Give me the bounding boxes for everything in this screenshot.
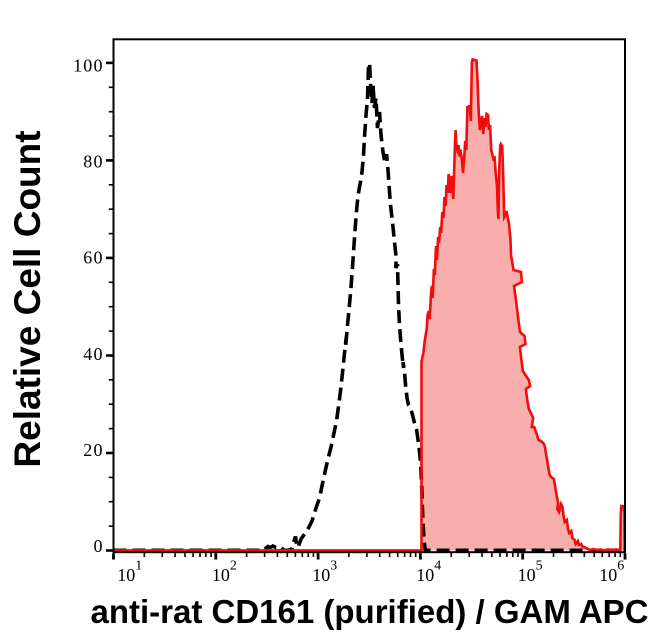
svg-text:80: 80 xyxy=(83,152,103,172)
svg-text:anti-rat CD161 (purified) / GA: anti-rat CD161 (purified) / GAM APC xyxy=(91,593,649,630)
svg-text:100: 100 xyxy=(73,55,104,75)
svg-text:20: 20 xyxy=(83,440,103,460)
svg-text:Relative Cell Count: Relative Cell Count xyxy=(7,130,48,467)
svg-text:40: 40 xyxy=(83,344,103,364)
svg-text:60: 60 xyxy=(83,248,103,268)
svg-text:0: 0 xyxy=(93,536,103,556)
